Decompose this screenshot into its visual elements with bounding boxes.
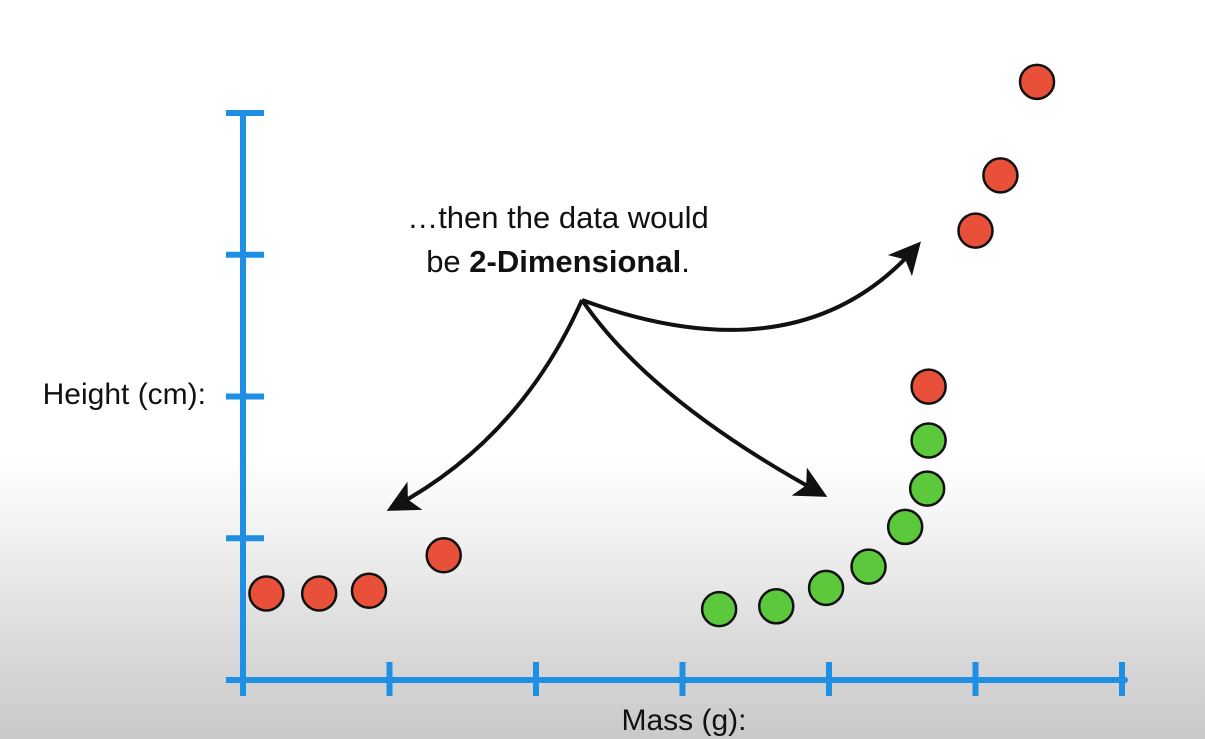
data-point-series1-3 (850, 548, 887, 585)
data-point-series1-5 (908, 470, 946, 507)
data-point-series0-4 (910, 368, 947, 405)
y-ticks (226, 110, 264, 683)
annotation-line-2-bold: 2-Dimensional (469, 244, 681, 279)
y-axis-label: Height (cm): (43, 378, 206, 411)
data-point-series0-0 (248, 575, 285, 612)
data-point-series1-2 (807, 569, 845, 607)
data-point-series0-1 (300, 575, 338, 612)
annotation-line-1: …then the data would (407, 200, 709, 235)
data-point-series0-6 (982, 157, 1019, 194)
data-point-series0-2 (350, 572, 388, 609)
data-point-series1-6 (910, 422, 947, 459)
annotation-arrow-left (386, 299, 584, 511)
x-axis-label: Mass (g): (621, 704, 746, 737)
annotation-line-2-suffix: . (681, 244, 690, 279)
data-point-series0-3 (425, 537, 462, 574)
x-ticks (240, 662, 1125, 696)
annotation: …then the data would be 2-Dimensional. (386, 200, 921, 511)
data-points (248, 63, 1056, 628)
annotation-arrow-top (581, 241, 921, 332)
annotation-line-2-prefix: be (426, 244, 469, 279)
data-point-series0-5 (957, 212, 994, 249)
data-point-series1-1 (758, 588, 795, 625)
data-point-series0-7 (1018, 63, 1056, 101)
annotation-line-2: be 2-Dimensional. (426, 244, 690, 279)
data-point-series1-0 (700, 590, 738, 628)
data-point-series1-4 (886, 508, 924, 546)
annotation-arrow-right (580, 298, 828, 497)
